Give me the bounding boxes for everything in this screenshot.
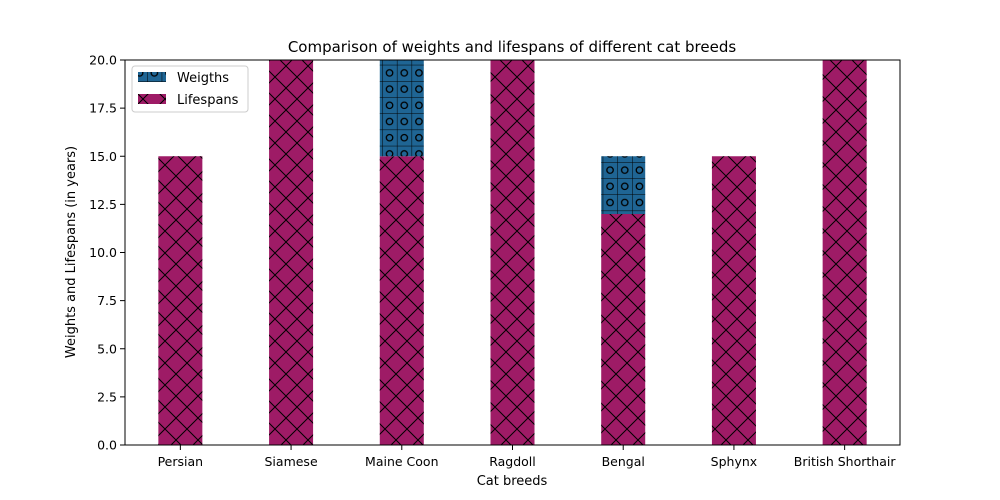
x-tick-label-siamese: Siamese [265,454,318,469]
x-tick-label-bengal: Bengal [602,454,645,469]
y-tick-label: 5.0 [97,341,117,356]
legend-label-weights: Weigths [177,71,229,86]
y-tick-label: 0.0 [97,438,117,453]
y-tick-label: 20.0 [89,53,117,68]
bars-layer [158,60,867,445]
bar-hatch-lifespans-siamese [269,60,314,445]
y-axis-ticks: 0.0 2.5 5.0 7.5 10.0 12.5 15.0 17.5 20.0 [89,53,125,453]
y-tick-label: 12.5 [89,197,117,212]
bar-hatch-lifespans-bengal [601,214,646,445]
x-tick-label-maine-coon: Maine Coon [365,454,438,469]
bar-hatch-lifespans-british-shorthair [822,60,867,445]
x-tick-label-persian: Persian [158,454,204,469]
bar-hatch-lifespans-persian [158,156,203,445]
y-axis-label: Weights and Lifespans (in years) [64,146,79,358]
chart-title: Comparison of weights and lifespans of d… [288,38,737,56]
x-axis-ticks: Persian Siamese Maine Coon Ragdoll Bengal Sph… [158,445,897,469]
y-tick-label: 2.5 [97,389,117,404]
legend-label-lifespans: Lifespans [177,93,239,108]
bar-hatch-lifespans-maine-coon [379,156,424,445]
plot-area-frame [124,59,901,446]
legend: Weigths Lifespans [131,65,249,113]
x-axis-label: Cat breeds [477,474,548,489]
y-tick-label: 7.5 [97,293,117,308]
y-tick-label: 15.0 [89,149,117,164]
x-tick-label-ragdoll: Ragdoll [489,454,536,469]
bar-hatch-weigths-bengal [601,156,646,214]
bar-hatch-lifespans-sphynx [711,156,756,445]
bar-hatch-weigths-maine-coon [379,60,424,157]
bar-hatch-lifespans-ragdoll [490,60,535,445]
y-tick-label: 17.5 [89,101,117,116]
y-tick-label: 10.0 [89,245,117,260]
x-tick-label-sphynx: Sphynx [711,454,758,469]
x-tick-label-british-shorthair: British Shorthair [794,454,897,469]
